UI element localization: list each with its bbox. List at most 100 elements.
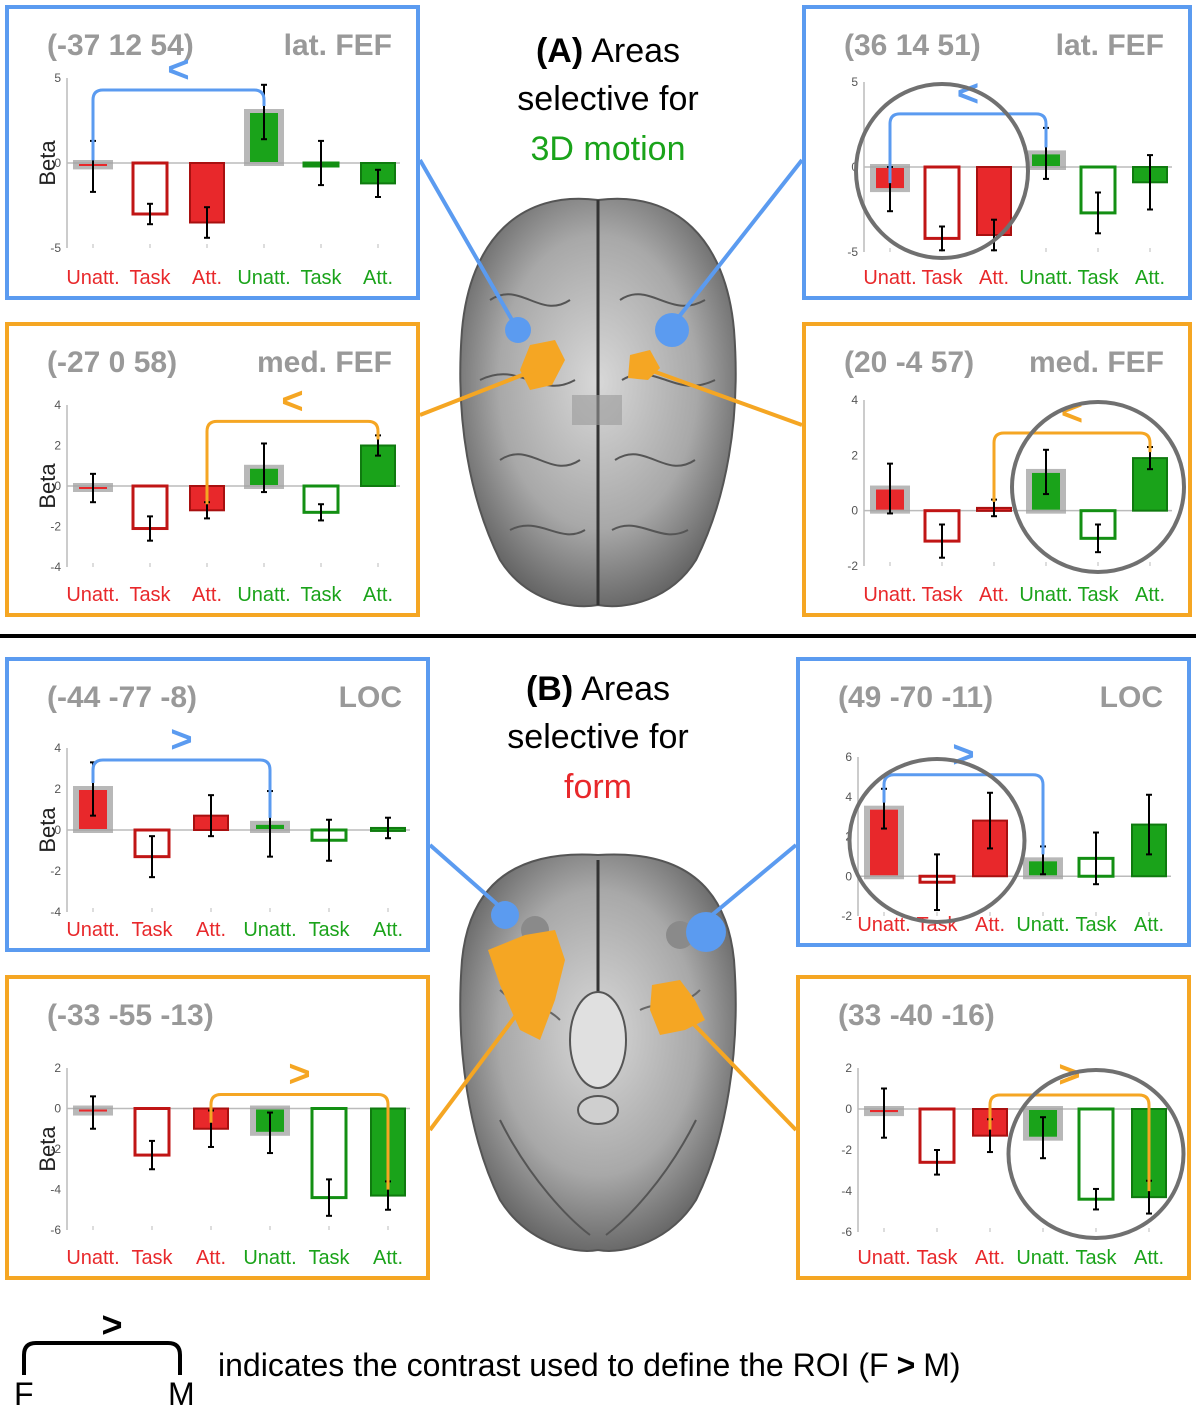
category-label: Att. (196, 919, 226, 941)
y-tick-label: 4 (54, 398, 61, 412)
category-label: Unatt. (857, 914, 910, 936)
y-tick-label: -5 (50, 241, 61, 255)
y-tick-label: 6 (845, 750, 852, 764)
y-tick-label: 2 (845, 1061, 852, 1075)
contrast-symbol: < (1061, 392, 1083, 434)
contrast-bracket (888, 112, 1048, 184)
roi-lat-fef-right (655, 313, 689, 347)
contrast-symbol: < (281, 380, 303, 422)
category-label: Att. (1135, 267, 1165, 289)
roi-region-name: med. FEF (1029, 346, 1164, 379)
category-label: Unatt. (857, 1247, 910, 1269)
chart-panel-5: (-44 -77 -8) LOC 4 2 0 -2 -4 Beta Unatt. Task Att.… (5, 657, 430, 952)
legend-text-main: indicates the contrast used to define th… (218, 1347, 889, 1383)
roi-coordinates: (33 -40 -16) (838, 999, 995, 1032)
category-label: Unatt. (66, 1247, 119, 1269)
legend-symbol: > (101, 1304, 122, 1345)
category-label: Unatt. (1016, 914, 1069, 936)
chart-panel-3: (-27 0 58) med. FEF 4 2 0 -2 -4 Beta Unatt. Task A… (5, 322, 420, 617)
contrast-bracket (988, 1093, 1151, 1192)
roi-region-name: lat. FEF (1056, 29, 1164, 62)
contrast-symbol: > (952, 734, 974, 776)
category-label: Unatt. (243, 1247, 296, 1269)
legend: > F M indicates the contrast used to def… (14, 1304, 961, 1412)
emphasis-circle (1010, 400, 1186, 574)
panel-b-line1: Areas (581, 670, 670, 708)
roi-coordinates: (-44 -77 -8) (47, 681, 197, 714)
y-tick-label: -4 (841, 1184, 852, 1198)
y-tick-label: 2 (54, 439, 61, 453)
y-tick-label: -5 (847, 245, 858, 259)
y-tick-label: -2 (50, 520, 61, 534)
roi-region-name: LOC (1100, 681, 1163, 714)
chart-panel-1: (-37 12 54) lat. FEF 5 0 -5 Beta Unatt. Task Att… (5, 5, 420, 300)
category-label: Att. (975, 1247, 1005, 1269)
category-label: Att. (192, 267, 222, 289)
category-label: Unatt. (863, 584, 916, 606)
connector-lines (418, 158, 804, 1132)
y-tick-label: -2 (50, 864, 61, 878)
y-tick-label: 0 (54, 1102, 61, 1116)
y-tick-label: 4 (845, 790, 852, 804)
category-label: Task (300, 267, 342, 289)
panel-a-line1: Areas (591, 32, 680, 70)
roi-coordinates: (-33 -55 -13) (47, 999, 214, 1032)
category-label: Task (916, 914, 958, 936)
y-tick-label: 2 (54, 782, 61, 796)
category-label: Task (921, 267, 963, 289)
panel-a-title: (A) Areas selective for 3D motion (517, 32, 698, 168)
y-tick-label: -6 (841, 1225, 852, 1239)
emphasis-circle (1006, 1068, 1186, 1240)
category-label: Task (300, 584, 342, 606)
category-label: Unatt. (243, 919, 296, 941)
y-tick-label: -2 (841, 1143, 852, 1157)
category-label: Att. (1134, 1247, 1164, 1269)
y-tick-label: 0 (845, 1102, 852, 1116)
y-tick-label: -6 (50, 1223, 61, 1237)
y-tick-label: -4 (50, 1183, 61, 1197)
category-label: Task (131, 919, 173, 941)
roi-coordinates: (49 -70 -11) (838, 681, 993, 714)
category-label: Att. (196, 1247, 226, 1269)
category-label: Att. (1135, 584, 1165, 606)
category-label: Unatt. (1019, 584, 1072, 606)
contrast-bracket (205, 419, 380, 505)
roi-region-name: lat. FEF (284, 29, 392, 62)
category-label: Unatt. (66, 267, 119, 289)
y-tick-label: 5 (54, 71, 61, 85)
category-label: Att. (363, 584, 393, 606)
bar (1077, 1107, 1115, 1201)
category-label: Unatt. (237, 267, 290, 289)
category-label: Task (308, 919, 350, 941)
category-label: Unatt. (863, 267, 916, 289)
category-label: Att. (363, 267, 393, 289)
contrast-symbol: > (170, 719, 192, 761)
legend-left: F (14, 1376, 34, 1412)
category-label: Unatt. (1016, 1247, 1069, 1269)
contrast-bracket (91, 758, 272, 818)
category-label: Task (916, 1247, 958, 1269)
legend-text-gt: > (897, 1347, 916, 1383)
chart-panel-8: (33 -40 -16) 2 0 -2 -4 -6 Unatt. Task Att. Unatt.… (796, 975, 1191, 1280)
panel-b-label: (B) (526, 670, 573, 708)
y-axis-label: Beta (35, 463, 60, 509)
category-label: Task (1075, 914, 1117, 936)
category-label: Att. (979, 267, 1009, 289)
category-label: Task (1077, 267, 1119, 289)
category-label: Task (921, 584, 963, 606)
category-label: Task (129, 267, 171, 289)
category-label: Task (129, 584, 171, 606)
y-tick-label: -4 (50, 905, 61, 919)
roi-med-fef-left (520, 340, 565, 390)
y-tick-label: -2 (841, 909, 852, 923)
roi-loc-right-blue (686, 912, 726, 952)
roi-coordinates: (-27 0 58) (47, 346, 177, 379)
roi-region-name: LOC (339, 681, 402, 714)
roi-coordinates: (-37 12 54) (47, 29, 194, 62)
legend-text: indicates the contrast used to define th… (218, 1347, 961, 1383)
y-axis-label: Beta (35, 1126, 60, 1172)
y-tick-label: 2 (851, 448, 858, 462)
y-axis-label: Beta (35, 140, 60, 186)
contrast-symbol: > (288, 1054, 310, 1096)
